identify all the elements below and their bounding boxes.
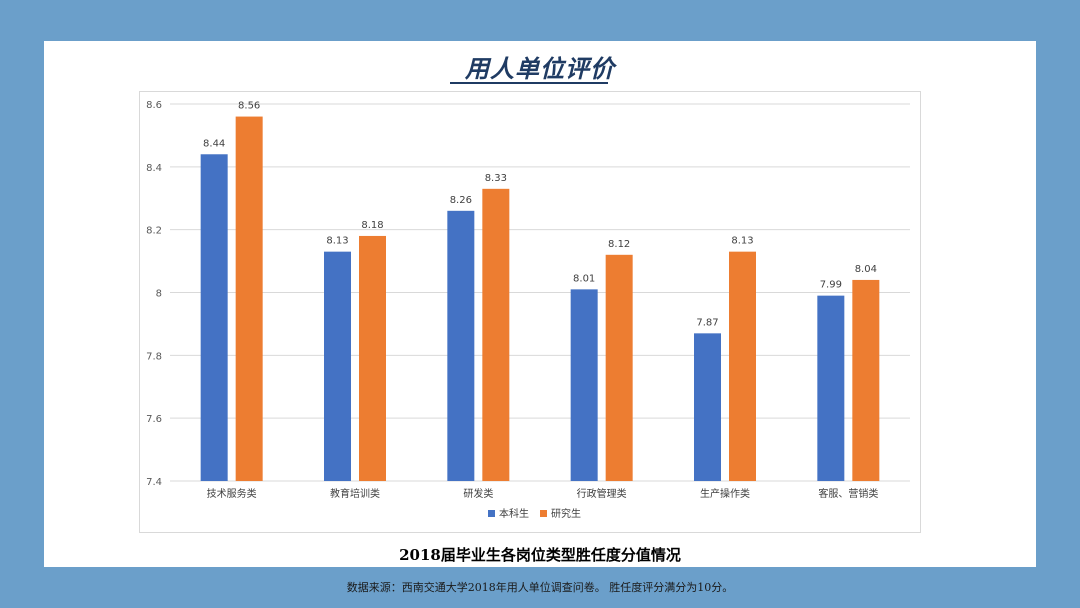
legend-swatch bbox=[540, 510, 547, 517]
data-label: 8.13 bbox=[326, 236, 348, 247]
x-tick-label: 客服、营销类 bbox=[818, 487, 878, 500]
y-tick-label: 7.8 bbox=[146, 351, 162, 362]
bar-undergrad bbox=[200, 154, 228, 481]
bar-undergrad bbox=[694, 333, 721, 481]
bar-grad bbox=[852, 279, 880, 481]
x-tick-label: 研发类 bbox=[463, 487, 493, 500]
y-tick-label: 8.2 bbox=[146, 226, 162, 237]
bar-undergrad bbox=[570, 289, 598, 481]
legend-label: 本科生 bbox=[499, 507, 529, 520]
x-tick-label: 技术服务类 bbox=[207, 487, 257, 500]
bar-undergrad bbox=[817, 295, 845, 481]
data-label: 8.13 bbox=[731, 236, 753, 247]
legend-label: 研究生 bbox=[551, 507, 581, 520]
data-label: 8.33 bbox=[485, 173, 507, 184]
bar-grad bbox=[359, 235, 386, 481]
data-label: 8.18 bbox=[361, 220, 383, 231]
bar-grad bbox=[729, 251, 756, 481]
data-label: 8.56 bbox=[238, 101, 260, 112]
bar-grad bbox=[235, 116, 263, 482]
y-tick-label: 8 bbox=[156, 289, 162, 300]
data-label: 7.99 bbox=[820, 280, 842, 291]
y-tick-label: 7.4 bbox=[146, 477, 162, 488]
legend-swatch bbox=[488, 510, 495, 517]
data-label: 8.26 bbox=[450, 195, 472, 206]
x-tick-label: 行政管理类 bbox=[577, 487, 627, 500]
data-label: 7.87 bbox=[696, 317, 718, 328]
data-label: 8.04 bbox=[855, 264, 877, 275]
source-footnote: 数据来源：西南交通大学2018年用人单位调查问卷。 胜任度评分满分为10分。 bbox=[346, 581, 734, 594]
bar-undergrad bbox=[447, 210, 475, 482]
data-label: 8.12 bbox=[608, 239, 630, 250]
chart-title: 2018届毕业生各岗位类型胜任度分值情况 bbox=[399, 546, 681, 564]
slide: 用人单位评价 7.4 7.6 7.8 8 8.2 8.4 8.6 8.44 8.56 技术服务类 8… bbox=[44, 41, 1036, 567]
bar-undergrad bbox=[324, 251, 351, 481]
x-tick-label: 教育培训类 bbox=[330, 487, 380, 500]
x-tick-label: 生产操作类 bbox=[700, 487, 750, 500]
data-label: 8.01 bbox=[573, 273, 595, 284]
bar-grad bbox=[605, 254, 633, 481]
y-tick-label: 8.4 bbox=[146, 163, 162, 174]
bar-chart: 7.4 7.6 7.8 8 8.2 8.4 8.6 8.44 8.56 技术服务类 8.13 8.18… bbox=[146, 100, 910, 520]
y-tick-label: 8.6 bbox=[146, 100, 162, 111]
slide-title: 用人单位评价 bbox=[465, 55, 615, 83]
title-underline bbox=[450, 82, 608, 84]
chart-area: 7.4 7.6 7.8 8 8.2 8.4 8.6 8.44 8.56 技术服务类 8.13 8.18… bbox=[139, 91, 921, 533]
y-tick-label: 7.6 bbox=[146, 414, 162, 425]
data-label: 8.44 bbox=[203, 138, 225, 149]
bar-grad bbox=[482, 188, 510, 481]
